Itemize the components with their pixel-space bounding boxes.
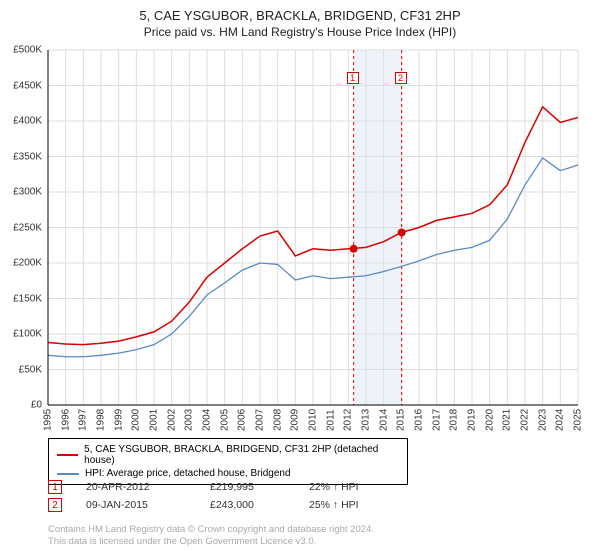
x-tick-label: 2025	[573, 409, 584, 431]
marker-table: 1 20-APR-2012 £219,995 22% ↑ HPI 2 09-JAN-201…	[48, 480, 389, 516]
x-tick-label: 2001	[149, 409, 160, 431]
x-tick-label: 2019	[467, 409, 478, 431]
chart-plot-area: 12	[48, 50, 578, 405]
y-tick-label: £50K	[19, 364, 42, 375]
marker-table-row: 1 20-APR-2012 £219,995 22% ↑ HPI	[48, 480, 389, 494]
x-tick-label: 2018	[449, 409, 460, 431]
x-tick-label: 2024	[555, 409, 566, 431]
x-tick-label: 1995	[43, 409, 54, 431]
attribution-line-2: This data is licensed under the Open Gov…	[48, 536, 374, 548]
x-tick-label: 1997	[78, 409, 89, 431]
chart-marker-1: 1	[347, 72, 359, 84]
x-tick-label: 2021	[502, 409, 513, 431]
legend-item: 5, CAE YSGUBOR, BRACKLA, BRIDGEND, CF31 …	[57, 443, 399, 467]
x-tick-label: 2017	[431, 409, 442, 431]
x-tick-label: 2005	[219, 409, 230, 431]
x-tick-label: 2007	[255, 409, 266, 431]
marker-diff: 25% ↑ HPI	[309, 499, 389, 511]
x-tick-label: 2002	[166, 409, 177, 431]
chart-marker-2: 2	[395, 72, 407, 84]
x-tick-label: 2006	[237, 409, 248, 431]
legend-label: 5, CAE YSGUBOR, BRACKLA, BRIDGEND, CF31 …	[84, 444, 399, 466]
legend: 5, CAE YSGUBOR, BRACKLA, BRIDGEND, CF31 …	[48, 438, 408, 485]
marker-number-box: 2	[48, 498, 62, 512]
x-tick-label: 2008	[272, 409, 283, 431]
legend-label: HPI: Average price, detached house, Brid…	[85, 468, 291, 479]
marker-table-row: 2 09-JAN-2015 £243,000 25% ↑ HPI	[48, 498, 389, 512]
x-tick-label: 2012	[343, 409, 354, 431]
x-axis: 1995199619971998199920002001200220032004…	[48, 407, 578, 427]
x-tick-label: 2023	[537, 409, 548, 431]
y-axis: £0£50K£100K£150K£200K£250K£300K£350K£400…	[0, 50, 46, 405]
y-tick-label: £0	[31, 400, 42, 411]
x-tick-label: 1999	[113, 409, 124, 431]
x-tick-label: 2022	[520, 409, 531, 431]
chart-title: 5, CAE YSGUBOR, BRACKLA, BRIDGEND, CF31 …	[0, 8, 600, 23]
legend-swatch	[57, 473, 79, 475]
marker-price: £243,000	[210, 499, 285, 511]
x-tick-label: 1996	[60, 409, 71, 431]
x-tick-label: 1998	[96, 409, 107, 431]
marker-price: £219,995	[210, 481, 285, 493]
y-tick-label: £400K	[13, 116, 42, 127]
x-tick-label: 2003	[184, 409, 195, 431]
y-tick-label: £100K	[13, 329, 42, 340]
marker-date: 20-APR-2012	[86, 481, 186, 493]
legend-item: HPI: Average price, detached house, Brid…	[57, 467, 399, 480]
attribution: Contains HM Land Registry data © Crown c…	[48, 524, 374, 549]
x-tick-label: 2004	[202, 409, 213, 431]
x-tick-label: 2011	[325, 409, 336, 431]
x-tick-label: 2014	[378, 409, 389, 431]
x-tick-label: 2000	[131, 409, 142, 431]
title-block: 5, CAE YSGUBOR, BRACKLA, BRIDGEND, CF31 …	[0, 0, 600, 43]
x-tick-label: 2015	[396, 409, 407, 431]
y-tick-label: £500K	[13, 45, 42, 56]
x-tick-label: 2010	[308, 409, 319, 431]
y-tick-label: £150K	[13, 293, 42, 304]
legend-swatch	[57, 454, 78, 456]
y-tick-label: £350K	[13, 151, 42, 162]
x-tick-label: 2013	[361, 409, 372, 431]
y-tick-label: £450K	[13, 80, 42, 91]
attribution-line-1: Contains HM Land Registry data © Crown c…	[48, 524, 374, 536]
marker-diff: 22% ↑ HPI	[309, 481, 389, 493]
y-tick-label: £300K	[13, 187, 42, 198]
marker-date: 09-JAN-2015	[86, 499, 186, 511]
chart-subtitle: Price paid vs. HM Land Registry's House …	[0, 25, 600, 39]
x-tick-label: 2016	[414, 409, 425, 431]
y-tick-label: £250K	[13, 222, 42, 233]
x-tick-label: 2020	[484, 409, 495, 431]
marker-number-box: 1	[48, 480, 62, 494]
y-tick-label: £200K	[13, 258, 42, 269]
x-tick-label: 2009	[290, 409, 301, 431]
